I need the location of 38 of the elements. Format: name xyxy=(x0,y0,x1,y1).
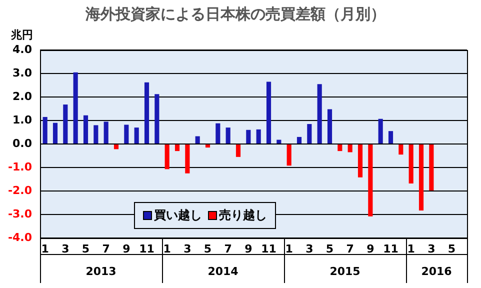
x-tick-label: 1 xyxy=(407,242,415,256)
x-tick-label: 1 xyxy=(41,242,49,256)
x-tick-label: 5 xyxy=(82,242,90,256)
y-tick-label: 4.0 xyxy=(12,42,32,56)
y-tick-label: 2.0 xyxy=(12,90,32,103)
text: 2015 xyxy=(330,264,360,278)
x-tick-label: 1 xyxy=(163,242,171,256)
y-tick-label: -2.0 xyxy=(8,184,32,197)
y-tick-label: -1.0 xyxy=(8,160,32,174)
y-axis-title: 兆円 xyxy=(10,28,33,42)
x-tick-label: 5 xyxy=(448,242,456,256)
x-tick-label: 5 xyxy=(326,242,334,256)
x-tick-label: 3 xyxy=(62,242,70,256)
x-tick-label: 3 xyxy=(428,242,436,256)
y-tick-label: 1.0 xyxy=(12,113,32,126)
legend-label: 売り越し xyxy=(219,207,267,224)
chart-title: 海外投資家による日本株の売買差額（月別） xyxy=(84,4,386,23)
y-tick-label: -4.0 xyxy=(8,230,32,244)
x-tick-label: 3 xyxy=(306,242,314,256)
x-tick-label: 11 xyxy=(261,242,276,256)
x-tick-label: 9 xyxy=(366,242,374,256)
text: 2014 xyxy=(208,264,239,278)
text: 2016 xyxy=(421,264,452,278)
y-tick-label: 3.0 xyxy=(12,66,32,80)
legend-label: 買い越し xyxy=(154,207,202,224)
x-tick-label: 5 xyxy=(204,242,212,256)
y-tick-label: 0.0 xyxy=(12,136,32,150)
x-tick-label: 9 xyxy=(122,242,130,256)
x-tick-label: 1 xyxy=(285,242,293,256)
text: 2013 xyxy=(86,264,116,278)
x-tick-label: 7 xyxy=(224,242,232,256)
x-tick-label: 3 xyxy=(184,242,192,256)
x-tick-label: 9 xyxy=(244,242,252,256)
y-tick-label: -3.0 xyxy=(8,207,32,220)
x-tick-label: 11 xyxy=(139,242,154,256)
x-tick-label: 7 xyxy=(102,242,110,256)
x-tick-label: 11 xyxy=(383,242,398,256)
x-tick-label: 7 xyxy=(346,242,354,256)
